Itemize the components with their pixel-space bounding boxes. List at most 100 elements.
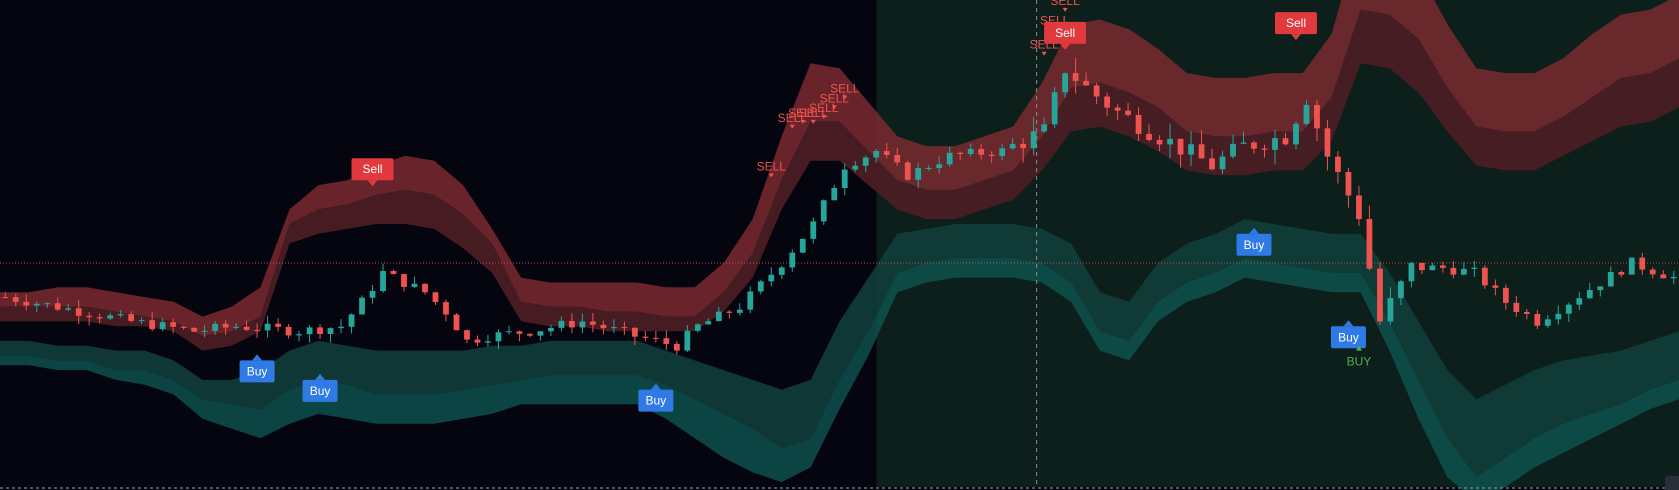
candle-down[interactable] [652, 331, 659, 343]
candle-down[interactable] [978, 144, 985, 160]
signal-sell-text[interactable]: SELL [820, 91, 850, 110]
candle-down[interactable] [1072, 57, 1079, 94]
candle-up[interactable] [852, 161, 859, 172]
candle-up[interactable] [862, 155, 869, 173]
signal-sell-box[interactable]: Sell [1274, 12, 1317, 41]
candle-down[interactable] [631, 327, 638, 346]
candle-up[interactable] [1387, 287, 1394, 325]
candle-up[interactable] [380, 263, 386, 294]
candle-up[interactable] [967, 143, 974, 157]
candle-up[interactable] [715, 307, 722, 322]
candle-up[interactable] [873, 149, 880, 163]
candle-up[interactable] [1607, 266, 1614, 287]
candle-up[interactable] [1586, 282, 1593, 300]
candle-down[interactable] [600, 320, 607, 335]
signal-buy-box[interactable]: Buy [239, 354, 275, 383]
candle-up[interactable] [1576, 292, 1583, 311]
signal-buy-box[interactable]: Buy [638, 383, 674, 412]
candle-up[interactable] [369, 284, 376, 304]
candle-down[interactable] [1356, 185, 1362, 226]
candle-down[interactable] [75, 300, 82, 325]
candle-up[interactable] [1009, 137, 1016, 150]
candle-up[interactable] [841, 163, 848, 196]
candle-down[interactable] [621, 321, 628, 335]
candle-up[interactable] [778, 266, 785, 279]
candle-up[interactable] [1062, 72, 1069, 98]
candle-down[interactable] [1093, 82, 1100, 105]
candle-down[interactable] [390, 269, 397, 275]
candle-down[interactable] [894, 148, 901, 166]
candle-down[interactable] [1314, 100, 1320, 142]
candle-up[interactable] [1471, 260, 1478, 277]
candle-up[interactable] [925, 164, 932, 171]
candle-down[interactable] [1156, 135, 1163, 152]
candle-up[interactable] [65, 304, 72, 312]
candle-up[interactable] [936, 156, 943, 174]
candle-down[interactable] [590, 313, 596, 333]
candle-up[interactable] [1670, 270, 1677, 285]
candle-up[interactable] [1303, 99, 1310, 126]
candle-up[interactable] [1565, 302, 1572, 322]
candle-down[interactable] [569, 313, 575, 334]
signal-sell-text[interactable]: SELL [809, 101, 839, 120]
candle-up[interactable] [327, 327, 334, 343]
candle-down[interactable] [516, 330, 523, 342]
candle-down[interactable] [474, 335, 481, 347]
candle-up[interactable] [485, 334, 491, 347]
candle-up[interactable] [789, 249, 796, 272]
candle-up[interactable] [810, 217, 817, 244]
candle-down[interactable] [883, 142, 890, 159]
candle-up[interactable] [915, 163, 922, 189]
candle-up[interactable] [999, 143, 1006, 161]
candle-up[interactable] [1293, 121, 1299, 150]
candle-down[interactable] [642, 331, 649, 342]
candle-down[interactable] [1335, 151, 1341, 184]
candle-up[interactable] [548, 324, 554, 336]
candle-up[interactable] [1429, 262, 1436, 271]
candle-up[interactable] [1219, 150, 1226, 174]
candle-up[interactable] [1408, 261, 1415, 288]
candle-down[interactable] [275, 318, 281, 332]
candle-down[interactable] [464, 329, 470, 344]
candle-down[interactable] [1104, 92, 1110, 116]
candle-up[interactable] [107, 312, 114, 320]
candle-up[interactable] [610, 319, 617, 333]
candle-up[interactable] [233, 323, 239, 330]
candle-down[interactable] [243, 320, 250, 332]
candle-up[interactable] [1272, 129, 1278, 165]
candle-up[interactable] [1188, 131, 1194, 167]
candle-down[interactable] [2, 292, 9, 299]
candle-up[interactable] [296, 330, 302, 342]
candle-up[interactable] [306, 325, 313, 343]
signal-buy-text[interactable]: BUY [1347, 345, 1372, 369]
candle-up[interactable] [537, 331, 544, 341]
signal-sell-text[interactable]: SELL [1050, 0, 1080, 12]
candle-down[interactable] [254, 323, 260, 338]
signal-sell-text[interactable]: SELL [757, 159, 787, 178]
candle-down[interactable] [527, 333, 533, 338]
candle-down[interactable] [1440, 261, 1446, 273]
signal-buy-box[interactable]: Buy [302, 373, 338, 402]
candle-down[interactable] [1261, 144, 1268, 158]
candle-down[interactable] [1282, 132, 1289, 146]
candle-up[interactable] [1597, 286, 1604, 297]
candle-down[interactable] [1419, 262, 1425, 275]
candle-down[interactable] [1083, 72, 1089, 87]
candle-down[interactable] [1534, 310, 1541, 330]
candle-up[interactable] [506, 325, 512, 335]
candle-down[interactable] [904, 160, 911, 181]
signal-buy-box[interactable]: Buy [1236, 227, 1272, 256]
candle-down[interactable] [1377, 262, 1383, 325]
candle-up[interactable] [1030, 117, 1037, 156]
candle-down[interactable] [86, 311, 93, 326]
candle-down[interactable] [1324, 120, 1331, 171]
candle-up[interactable] [33, 301, 40, 313]
signal-sell-text[interactable]: SELL [799, 106, 829, 124]
candle-up[interactable] [705, 318, 712, 325]
candle-up[interactable] [946, 146, 953, 167]
signal-sell-text[interactable]: SELL [830, 82, 860, 100]
candle-down[interactable] [191, 327, 198, 333]
candle-up[interactable] [411, 276, 418, 289]
candle-down[interactable] [222, 320, 229, 335]
